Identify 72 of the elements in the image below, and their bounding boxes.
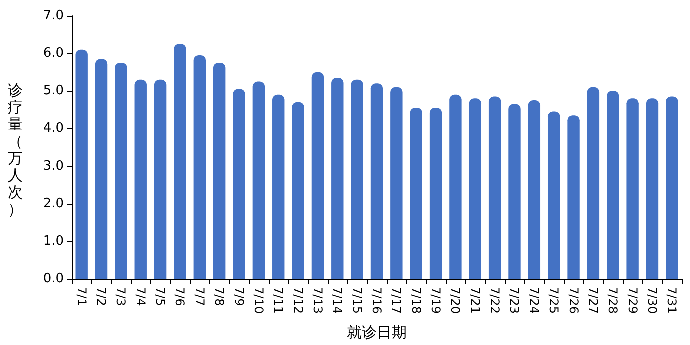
bar: [568, 116, 580, 279]
x-tick-label: 7/7: [192, 287, 207, 306]
x-tick-label: 7/4: [134, 287, 148, 306]
bar: [410, 108, 422, 279]
x-tick-label: 7/2: [94, 287, 109, 306]
bar: [292, 102, 304, 279]
x-tick-label: 7/29: [626, 287, 640, 314]
bar: [174, 44, 186, 279]
x-tick-label: 7/30: [645, 287, 660, 314]
x-tick-label: 7/5: [154, 287, 168, 306]
bar: [95, 59, 108, 279]
bar: [626, 98, 639, 279]
x-tick-label: 7/18: [409, 287, 424, 314]
y-tick-label: 2.0: [43, 196, 64, 212]
x-tick-label: 7/31: [665, 287, 680, 314]
x-tick-label: 7/25: [547, 287, 562, 314]
bar: [76, 50, 88, 279]
bar: [194, 55, 206, 279]
bar: [312, 72, 324, 279]
bar: [351, 80, 364, 279]
y-tick-label: 0.0: [43, 272, 64, 286]
bar: [115, 62, 128, 279]
bar: [528, 100, 541, 279]
x-tick-label: 7/20: [448, 287, 463, 314]
x-tick-label: 7/14: [330, 287, 345, 314]
x-tick-label: 7/8: [212, 287, 227, 306]
bar: [450, 94, 462, 279]
x-tick-label: 7/9: [232, 287, 246, 306]
bar: [607, 91, 620, 279]
bar: [508, 104, 521, 279]
x-tick-label: 7/6: [173, 287, 188, 306]
x-tick-label: 7/21: [468, 287, 482, 314]
bar: [646, 98, 659, 279]
y-tick-label: 3.0: [43, 158, 64, 174]
bar: [548, 112, 560, 279]
bar: [134, 80, 147, 279]
y-tick-label: 6.0: [43, 46, 64, 62]
x-tick-label: 7/22: [488, 287, 502, 314]
x-tick-label: 7/28: [606, 287, 620, 314]
y-tick-label: 7.0: [43, 8, 64, 24]
bar: [233, 89, 246, 279]
y-tick-label: 1.0: [43, 234, 64, 249]
x-tick-label: 7/1: [74, 287, 89, 306]
bar: [154, 80, 167, 279]
y-tick-label: 5.0: [43, 84, 64, 99]
bar: [488, 96, 502, 279]
bar: [390, 87, 403, 279]
y-axis-title: 诊疗量（万人次）: [8, 82, 23, 218]
x-tick-label: 7/27: [586, 287, 600, 314]
y-tick-label: 4.0: [43, 121, 64, 136]
x-tick-label: 7/17: [390, 287, 404, 314]
bar: [213, 62, 226, 279]
x-tick-label: 7/3: [114, 287, 128, 306]
x-tick-label: 7/13: [310, 287, 325, 314]
x-tick-label: 7/15: [350, 287, 364, 314]
bar: [272, 94, 285, 279]
bar: [332, 78, 344, 279]
x-tick-label: 7/12: [291, 287, 306, 314]
bar: [666, 96, 678, 279]
bar: [587, 87, 600, 279]
bar: [252, 82, 266, 279]
bar: [469, 98, 482, 279]
x-axis-title: 就诊日期: [347, 324, 407, 342]
bar: [430, 108, 442, 279]
x-tick-label: 7/26: [566, 287, 581, 314]
bar: [370, 84, 384, 279]
x-tick-label: 7/19: [429, 287, 444, 314]
x-tick-label: 7/24: [527, 287, 542, 314]
x-tick-label: 7/10: [252, 287, 266, 314]
x-tick-label: 7/16: [370, 287, 384, 314]
x-tick-label: 7/11: [272, 287, 286, 314]
x-tick-label: 7/23: [508, 287, 522, 314]
